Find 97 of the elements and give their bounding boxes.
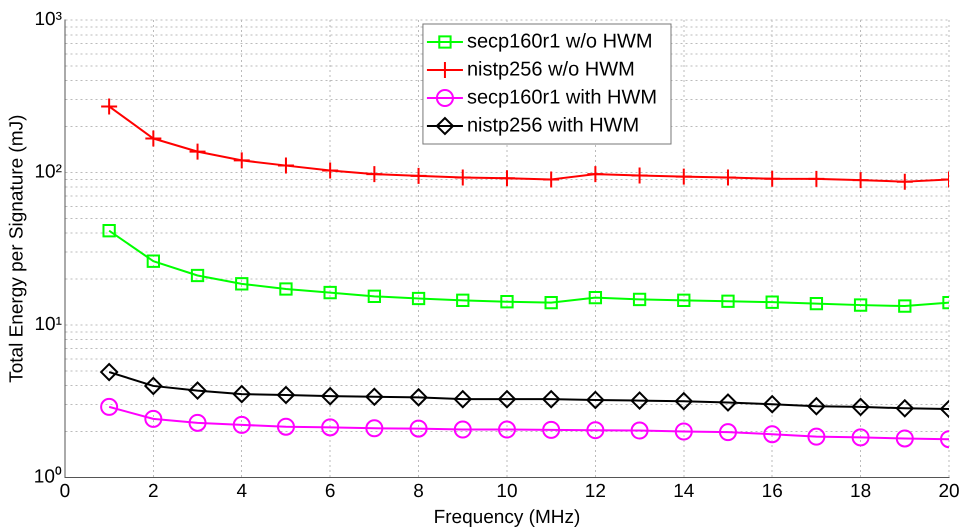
point — [763, 395, 782, 414]
y-tick-label: 10⁰ — [34, 466, 62, 488]
point — [100, 363, 118, 382]
point — [144, 376, 162, 395]
point — [674, 392, 693, 410]
point — [321, 387, 340, 406]
point — [454, 390, 472, 408]
point — [586, 165, 604, 184]
point — [321, 162, 340, 180]
point — [410, 420, 428, 438]
point — [718, 168, 737, 187]
point — [630, 422, 649, 440]
point — [276, 418, 295, 436]
y-tick-label: 10² — [34, 162, 62, 183]
point — [721, 294, 735, 308]
point — [852, 428, 870, 446]
point — [100, 398, 118, 416]
x-axis-title: Frequency (MHz) — [434, 506, 580, 528]
point — [718, 393, 737, 412]
point — [896, 429, 914, 448]
x-tick-label: 6 — [324, 481, 336, 502]
point — [235, 277, 248, 290]
point — [854, 298, 868, 312]
point — [146, 254, 160, 268]
point — [544, 296, 558, 310]
point — [190, 268, 204, 282]
x-tick-label: 12 — [584, 481, 606, 502]
point — [588, 290, 602, 304]
point — [807, 397, 826, 416]
point — [232, 416, 251, 434]
y-tick-label: 10¹ — [34, 314, 62, 336]
point — [100, 97, 118, 116]
point — [279, 282, 293, 296]
point — [410, 166, 428, 185]
x-tick-label: 18 — [850, 481, 872, 502]
point — [674, 422, 693, 441]
point — [630, 166, 649, 185]
point — [188, 142, 207, 161]
point — [454, 168, 472, 187]
point — [188, 382, 207, 400]
point — [144, 130, 162, 148]
point — [498, 169, 516, 188]
point — [896, 172, 914, 191]
point — [766, 296, 779, 309]
point — [674, 168, 693, 186]
point — [898, 299, 912, 313]
point — [276, 156, 295, 175]
point — [232, 385, 251, 404]
point — [321, 418, 340, 436]
point — [542, 420, 560, 439]
point — [188, 414, 207, 432]
legend-label: nistp256 with HWM — [466, 114, 640, 137]
point — [102, 224, 116, 238]
point — [232, 151, 251, 170]
point — [677, 294, 690, 307]
point — [807, 428, 826, 446]
point — [498, 390, 516, 408]
x-tick-label: 16 — [762, 481, 783, 502]
point — [632, 292, 646, 306]
point — [144, 410, 162, 428]
x-tick-label: 8 — [413, 481, 424, 502]
point — [718, 423, 737, 442]
x-tick-label: 10 — [496, 481, 518, 502]
x-tick-label: 4 — [236, 481, 248, 502]
point — [454, 420, 472, 439]
y-tick-label: 10³ — [34, 9, 62, 30]
point — [500, 295, 514, 308]
point — [542, 390, 560, 408]
point — [498, 420, 516, 439]
point — [807, 170, 826, 188]
point — [763, 425, 782, 444]
point — [456, 294, 470, 307]
point — [586, 390, 604, 409]
point — [410, 388, 428, 406]
point — [365, 388, 384, 406]
legend-label: nistp256 w/o HWM — [466, 58, 635, 81]
x-tick-label: 0 — [60, 481, 70, 502]
x-tick-label: 2 — [148, 481, 159, 502]
point — [896, 399, 914, 418]
point — [852, 171, 870, 190]
point — [810, 296, 824, 310]
point — [365, 165, 384, 184]
point — [323, 286, 337, 300]
x-tick-label: 14 — [673, 481, 695, 502]
point — [412, 292, 426, 306]
point — [763, 170, 782, 188]
y-axis-title: Total Energy per Signature (mJ) — [6, 114, 28, 383]
point — [542, 170, 560, 188]
point — [586, 421, 604, 440]
point — [365, 419, 384, 438]
legend-label: secp160r1 with HWM — [466, 86, 657, 109]
x-tick-label: 20 — [938, 481, 960, 502]
point — [368, 290, 382, 303]
legend-label: secp160r1 w/o HWM — [466, 30, 653, 53]
point — [276, 386, 295, 404]
point — [852, 398, 870, 416]
point — [630, 392, 649, 410]
